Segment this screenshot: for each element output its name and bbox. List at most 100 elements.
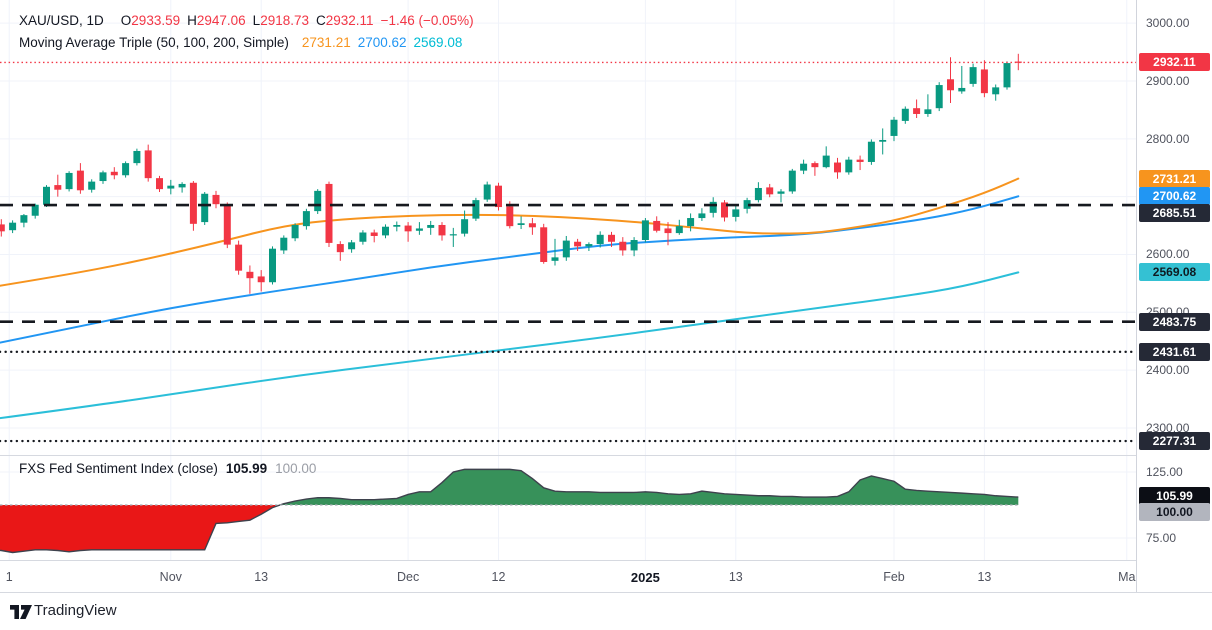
sentiment-area-positive (280, 469, 1019, 505)
candle-body (348, 242, 356, 250)
candle-body (608, 234, 615, 242)
candle-body (800, 163, 808, 171)
time-tick-label: Nov (159, 570, 182, 584)
symbol-title: XAU/USD, 1D (19, 13, 104, 28)
candle-body (551, 257, 559, 261)
candle-body (879, 139, 887, 142)
time-tick-label: Feb (883, 570, 905, 584)
sentiment-value: 105.99 (225, 461, 268, 476)
price-badge-2483-75: 2483.75 (1139, 312, 1210, 331)
change-value: −1.46 (−0.05%) (380, 13, 474, 28)
open-value: 2933.59 (131, 13, 181, 28)
sentiment-area-negative (0, 504, 1019, 553)
candle-body (359, 232, 367, 242)
candle-body (178, 183, 186, 188)
candle-body (257, 276, 265, 283)
candle-body (246, 271, 254, 279)
candle-body (619, 241, 627, 251)
candle-body (641, 220, 649, 241)
open-label: O (120, 13, 132, 28)
candle-body (65, 172, 73, 190)
chart-canvas[interactable] (0, 0, 1136, 592)
candle-body (325, 183, 333, 243)
ma200-value: 2569.08 (413, 35, 463, 50)
price-axis-scale[interactable]: 3000.002900.002800.002600.002500.002400.… (1136, 0, 1212, 592)
chart-bottom-border (0, 592, 1212, 593)
panel-separator[interactable] (0, 455, 1212, 456)
symbol-legend-row[interactable]: XAU/USD, 1D O2933.59 H2947.06 L2918.73 C2932… (19, 10, 474, 32)
price-badge-100-00: 100.00 (1139, 502, 1210, 521)
candle-body (43, 186, 50, 205)
candle-body (495, 185, 502, 208)
candle-body (969, 67, 977, 84)
ma50-value: 2731.21 (301, 35, 351, 50)
candle-body (31, 204, 39, 216)
candle-body (1003, 63, 1011, 88)
time-tick-label: 13 (254, 570, 269, 584)
time-axis-scale[interactable]: 1 Nov 13 Dec 12 2025 13 Feb 13 Ma (0, 561, 1136, 592)
candle-body (528, 223, 536, 228)
price-badge-2731-21: 2731.21 (1139, 169, 1210, 188)
candle-body (449, 234, 457, 236)
sentiment-legend-row[interactable]: FXS Fed Sentiment Index (close) 105.99 100… (19, 461, 316, 476)
candle-body (9, 222, 17, 231)
candle-body (461, 219, 469, 234)
candle-body (291, 224, 299, 239)
candle-body (415, 228, 423, 231)
tradingview-brand-link[interactable]: TradingView (34, 602, 117, 619)
candle-body (596, 234, 604, 245)
price-tick-label: 2400.00 (1146, 363, 1190, 378)
price-tick-label: 2800.00 (1146, 131, 1190, 146)
candle-body (562, 240, 570, 258)
indicator-tick-label: 75.00 (1146, 530, 1177, 545)
price-tick-label: 2300.00 (1146, 420, 1190, 435)
candle-body (472, 200, 480, 219)
price-tick-label: 3000.00 (1146, 16, 1190, 31)
sentiment-baseline-value: 100.00 (275, 461, 317, 476)
tradingview-logo-icon[interactable] (9, 603, 33, 621)
candle-body (235, 244, 243, 271)
candle-body (269, 248, 276, 283)
time-tick-label: 2025 (630, 570, 660, 585)
time-tick-label: Ma (1118, 570, 1136, 584)
candle-body (302, 211, 310, 227)
candle-body (721, 202, 728, 218)
candle-body (133, 150, 141, 164)
candle-body (834, 162, 841, 173)
candle-body (856, 159, 864, 162)
price-badge-2685-51: 2685.51 (1139, 204, 1210, 223)
candle-body (743, 200, 751, 209)
candle-body (370, 232, 378, 236)
candle-body (653, 220, 661, 231)
candles[interactable] (0, 53, 1022, 294)
candle-body (574, 241, 582, 247)
sentiment-indicator-label: FXS Fed Sentiment Index (close) (19, 461, 218, 476)
candle-body (336, 244, 344, 253)
time-axis-separator (0, 560, 1212, 561)
candle-body (845, 159, 853, 173)
candle-body (788, 170, 796, 192)
ma-legend-row[interactable]: Moving Average Triple (50, 100, 200, Sim… (19, 32, 474, 54)
candle-body (766, 187, 774, 195)
candle-body (935, 85, 943, 109)
candle-body (585, 244, 593, 247)
candle-body (980, 69, 988, 94)
candle-body (382, 226, 389, 236)
candle-body (0, 224, 5, 232)
price-badge-2277-31: 2277.31 (1139, 432, 1210, 451)
candle-body (427, 224, 435, 228)
candle-body (777, 191, 785, 194)
candle-body (754, 187, 762, 201)
candle-body (20, 215, 28, 223)
ma100-value: 2700.62 (357, 35, 407, 50)
ma-line-sma-50 (0, 177, 1020, 287)
ma-line-sma-200 (0, 271, 1020, 420)
low-label: L (252, 13, 261, 28)
candle-body (122, 163, 130, 176)
candle-body (698, 213, 706, 219)
ma-indicator-label: Moving Average Triple (50, 100, 200, Sim… (19, 35, 289, 50)
time-gridlines (8, 0, 1128, 560)
time-tick-label: 12 (491, 570, 506, 584)
candle-body (901, 108, 909, 121)
